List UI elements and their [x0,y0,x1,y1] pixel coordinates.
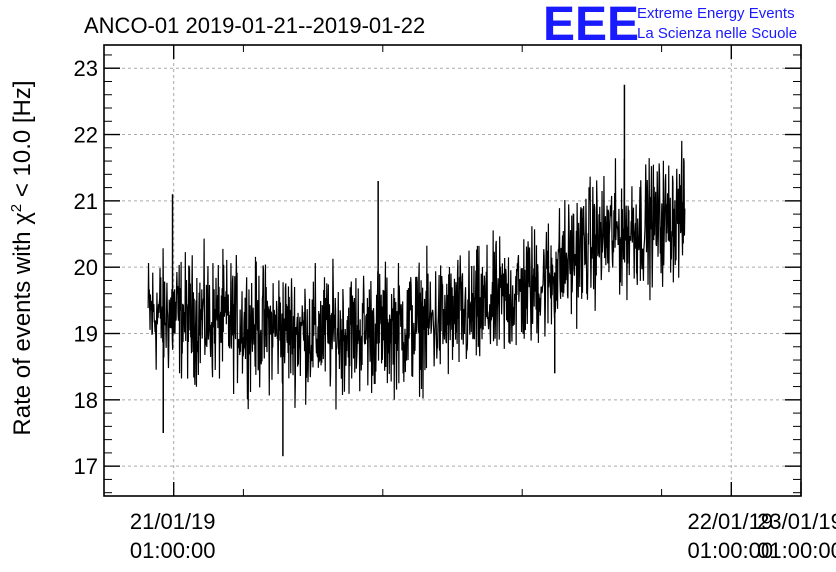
y-tick-label: 18 [74,388,98,413]
x-tick-time: 01:00:00 [757,538,836,563]
eee-logo: EEE Extreme Energy Events La Scienza nel… [543,0,797,51]
eee-logo-mark: EEE [543,0,639,51]
y-axis-label: Rate of events with χ2 < 10.0 [Hz] [8,80,36,435]
axis-ticks [103,45,802,496]
rate-series-line [147,140,686,410]
logo-caption-line2: La Scienza nelle Scuole [637,25,797,42]
y-tick-label: 20 [74,255,98,280]
x-tick-time: 01:00:00 [130,538,216,563]
y-tick-label: 21 [74,189,98,214]
data-series [147,84,686,457]
x-tick-time: 01:00:00 [687,538,773,563]
x-tick-date: 22/01/19 [687,509,773,534]
x-tick-date: 23/01/19 [757,509,836,534]
chart-title: ANCO-01 2019-01-21--2019-01-22 [84,13,425,38]
plot-frame [103,44,802,497]
y-tick-label: 19 [74,322,98,347]
x-tick-labels: 21/01/19 01:00:00 22/01/19 01:00:00 23/01/19… [130,509,836,563]
logo-caption-line1: Extreme Energy Events [637,5,795,22]
y-tick-label: 23 [74,56,98,81]
y-tick-label: 22 [74,123,98,148]
x-tick-date: 21/01/19 [130,509,216,534]
y-tick-label: 17 [74,454,98,479]
y-tick-labels: 17 18 19 20 21 22 23 [74,56,98,479]
